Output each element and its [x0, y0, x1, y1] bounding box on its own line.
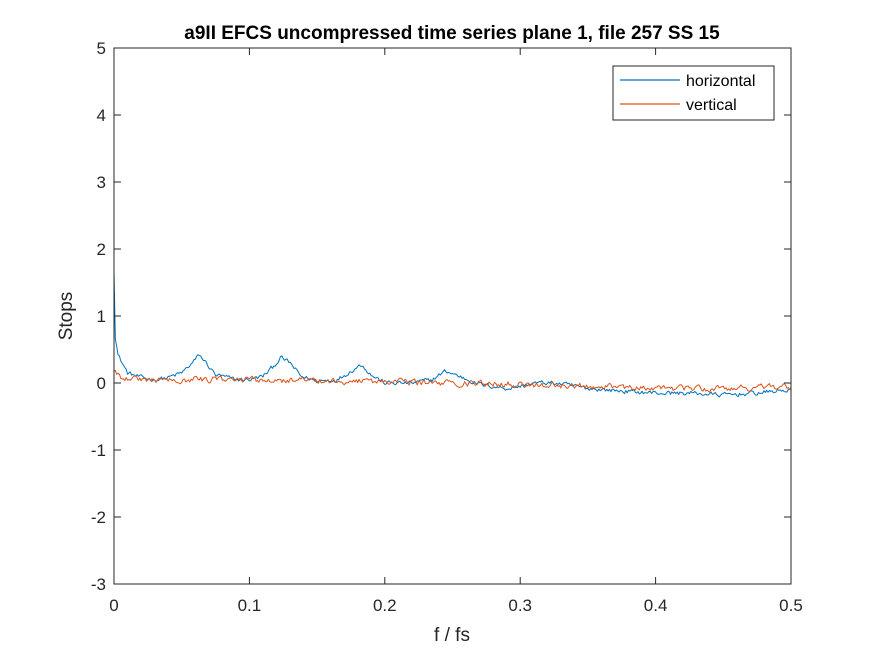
y-tick-label: -1 [91, 441, 106, 460]
plot-area [114, 48, 791, 584]
x-tick-label: 0 [109, 596, 118, 615]
legend-box [612, 65, 775, 121]
y-ticks: -3 -2 -1 0 1 2 3 4 5 [91, 39, 791, 594]
series-layer [113, 272, 792, 398]
x-tick-label: 0.3 [508, 596, 532, 615]
x-tick-label: 0.4 [644, 596, 668, 615]
y-tick-label: 0 [97, 374, 106, 393]
y-tick-label: 1 [97, 307, 106, 326]
chart-title: a9II EFCS uncompressed time series plane… [184, 23, 720, 44]
series-line-vertical [113, 369, 792, 393]
legend: horizontal vertical [612, 65, 775, 121]
y-tick-label: -3 [91, 575, 106, 594]
y-tick-label: -2 [91, 508, 106, 527]
x-axis-label: f / fs [434, 625, 470, 646]
legend-label-horizontal: horizontal [686, 73, 755, 90]
y-tick-label: 2 [97, 240, 106, 259]
x-ticks: 0 0.1 0.2 0.3 0.4 0.5 [109, 48, 803, 615]
legend-label-vertical: vertical [686, 97, 737, 114]
y-tick-label: 4 [97, 106, 106, 125]
y-axis-label: Stops [56, 292, 77, 341]
series-line-horizontal [113, 272, 792, 398]
x-tick-label: 0.2 [373, 596, 397, 615]
y-tick-label: 5 [97, 39, 106, 58]
x-tick-label: 0.1 [238, 596, 262, 615]
x-tick-label: 0.5 [779, 596, 803, 615]
y-tick-label: 3 [97, 173, 106, 192]
